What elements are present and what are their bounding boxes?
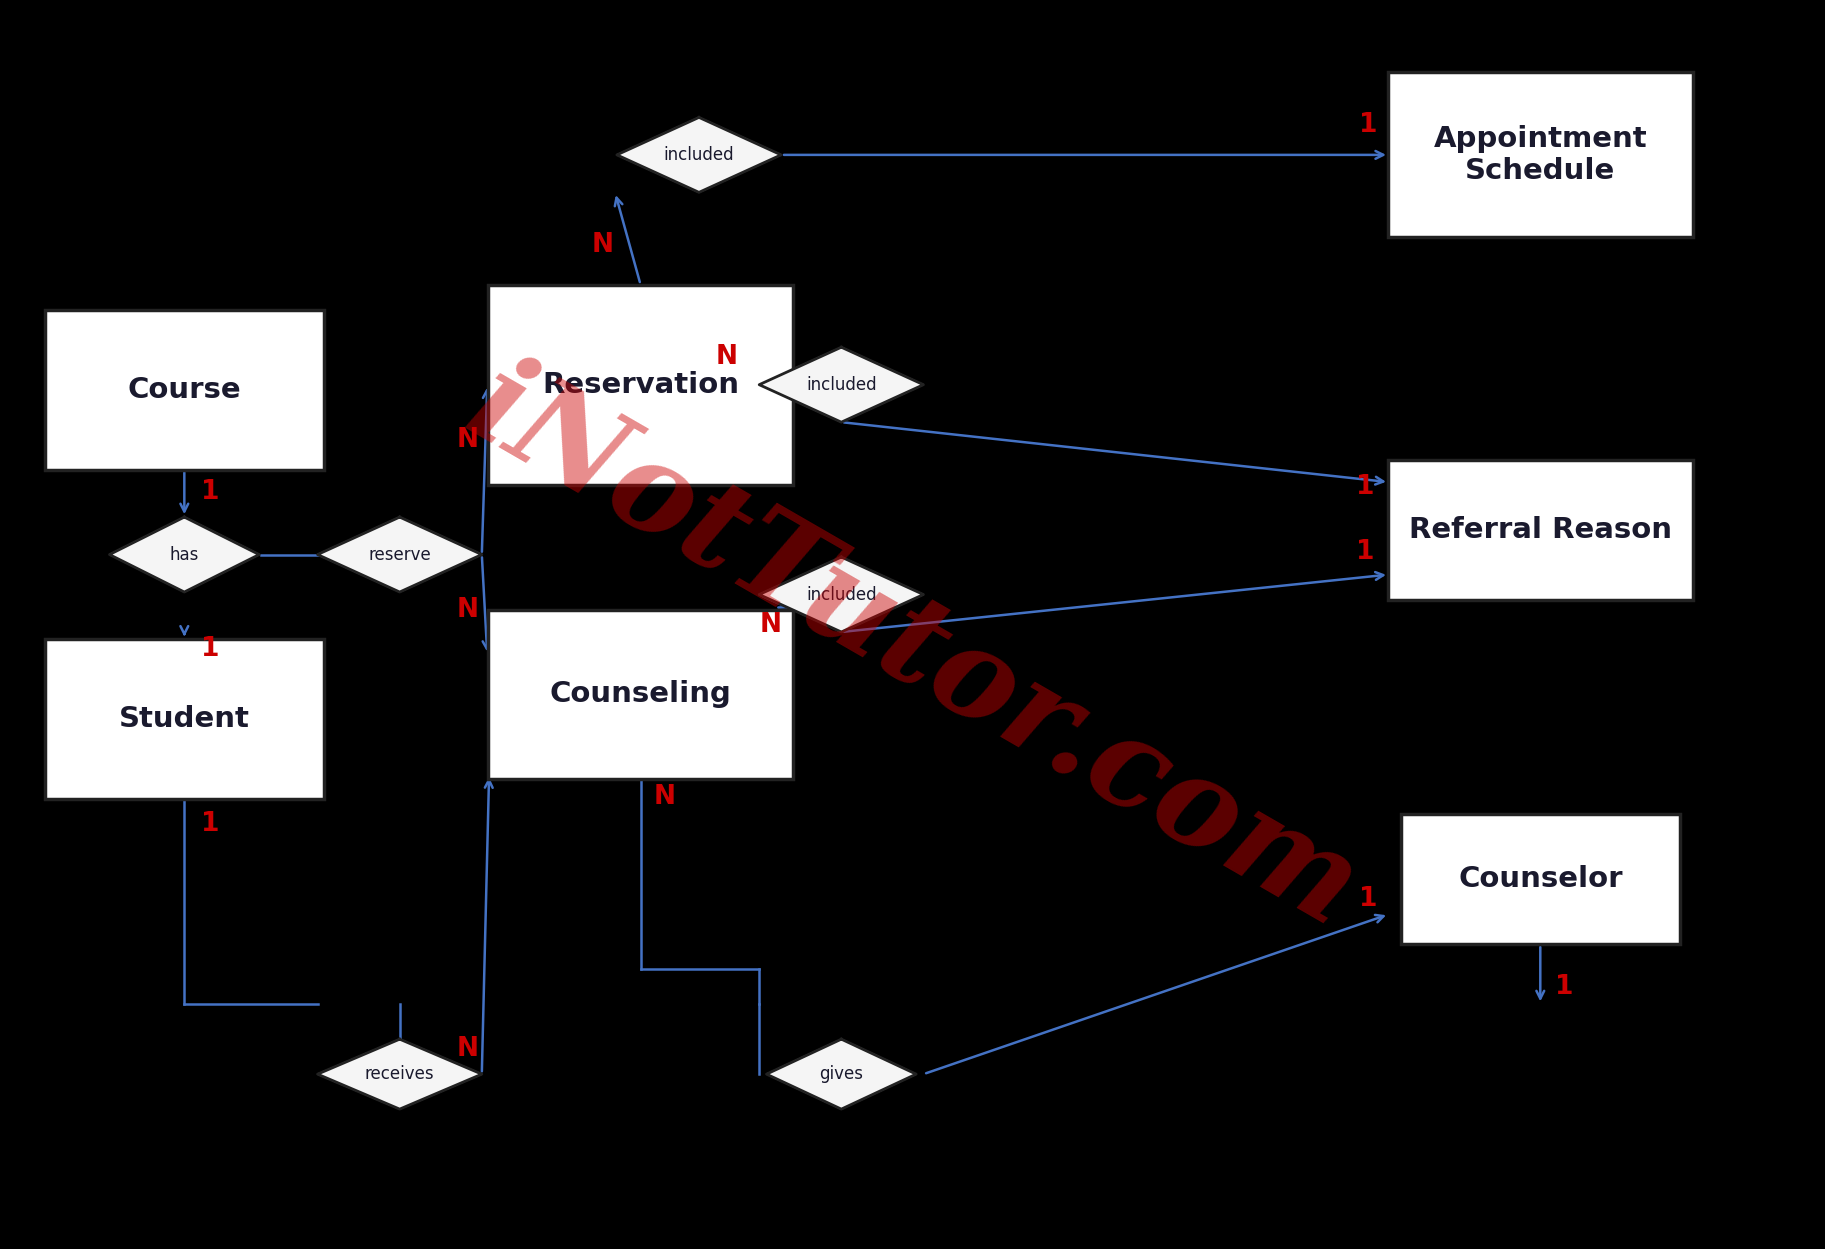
Text: included: included bbox=[807, 586, 876, 603]
Text: N: N bbox=[759, 612, 781, 637]
FancyBboxPatch shape bbox=[487, 610, 792, 779]
Text: included: included bbox=[807, 376, 876, 393]
Text: 1: 1 bbox=[1356, 475, 1374, 500]
Polygon shape bbox=[617, 117, 781, 192]
Text: 1: 1 bbox=[1356, 540, 1374, 565]
Text: N: N bbox=[653, 784, 675, 809]
Text: 1: 1 bbox=[201, 637, 219, 662]
Text: iNotTutor.com: iNotTutor.com bbox=[447, 346, 1378, 953]
Text: gives: gives bbox=[819, 1065, 863, 1083]
Polygon shape bbox=[110, 517, 259, 592]
Text: Counseling: Counseling bbox=[549, 681, 732, 708]
Text: 1: 1 bbox=[1360, 887, 1378, 912]
Text: Reservation: Reservation bbox=[542, 371, 739, 398]
FancyBboxPatch shape bbox=[46, 310, 325, 470]
Text: N: N bbox=[456, 427, 478, 452]
Polygon shape bbox=[759, 557, 923, 632]
Polygon shape bbox=[318, 517, 482, 592]
Text: has: has bbox=[170, 546, 199, 563]
Polygon shape bbox=[759, 347, 923, 422]
Text: N: N bbox=[715, 345, 737, 370]
Text: Referral Reason: Referral Reason bbox=[1409, 516, 1672, 543]
FancyBboxPatch shape bbox=[46, 639, 325, 799]
Text: Student: Student bbox=[119, 706, 250, 733]
Text: N: N bbox=[456, 597, 478, 622]
FancyBboxPatch shape bbox=[487, 285, 792, 485]
Text: Counselor: Counselor bbox=[1458, 866, 1622, 893]
Text: Appointment
Schedule: Appointment Schedule bbox=[1433, 125, 1648, 185]
Polygon shape bbox=[766, 1039, 916, 1109]
FancyBboxPatch shape bbox=[1387, 72, 1692, 237]
Text: receives: receives bbox=[365, 1065, 434, 1083]
Text: Course: Course bbox=[128, 376, 241, 403]
FancyBboxPatch shape bbox=[1402, 814, 1679, 944]
Text: reserve: reserve bbox=[369, 546, 431, 563]
Text: N: N bbox=[591, 232, 613, 257]
Text: 1: 1 bbox=[201, 480, 219, 505]
Text: N: N bbox=[456, 1037, 478, 1062]
Text: 1: 1 bbox=[201, 812, 219, 837]
Text: 1: 1 bbox=[1360, 112, 1378, 137]
FancyBboxPatch shape bbox=[1387, 460, 1692, 600]
Text: included: included bbox=[664, 146, 734, 164]
Polygon shape bbox=[318, 1039, 482, 1109]
Text: 1: 1 bbox=[1555, 974, 1573, 999]
